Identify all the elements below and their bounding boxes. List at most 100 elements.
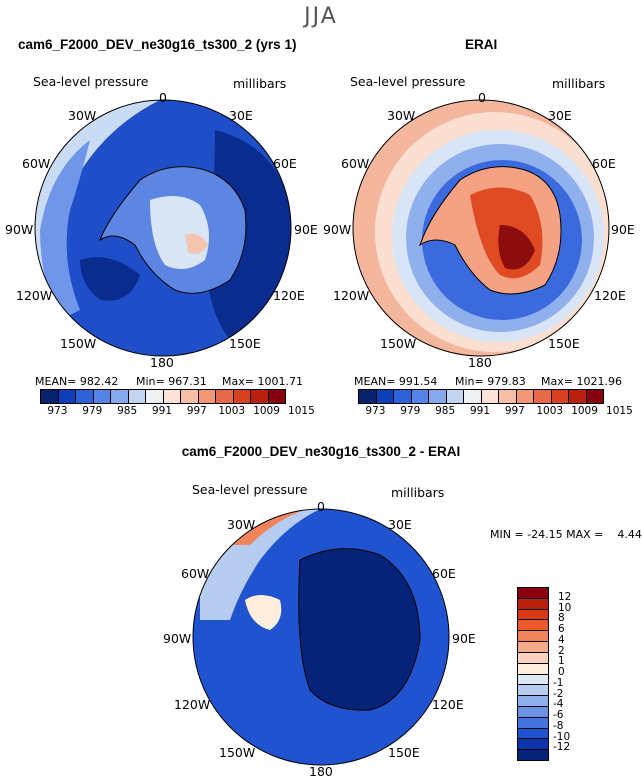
diff-colorbar-swatch	[518, 641, 548, 652]
model-mid-band	[40, 140, 90, 320]
obs-colorbar-swatch	[550, 390, 568, 403]
obs-panel-title: ERAI	[465, 37, 498, 52]
model-colorbar-label: 991	[151, 405, 173, 417]
diff-colorbar-label: -1	[553, 676, 564, 689]
diff-colorbar-swatch	[518, 684, 548, 696]
model-colorbar-swatch	[57, 390, 75, 403]
diff-variable-label: Sea-level pressure	[192, 482, 308, 497]
diff-colorbar-swatch	[518, 738, 548, 750]
diff-lon-150w: 150W	[219, 745, 256, 760]
obs-colorbar-swatch	[480, 390, 498, 403]
model-colorbar-swatch	[232, 390, 250, 403]
diff-colorbar-label: 6	[558, 623, 565, 635]
model-colorbar-label: 997	[186, 405, 207, 417]
obs-colorbar-swatch	[445, 390, 463, 403]
diff-map-border	[192, 508, 450, 766]
model-colorbar-label: 985	[117, 405, 138, 417]
model-colorbar-label: 973	[47, 405, 68, 417]
model-lon-150e: 150E	[229, 336, 261, 351]
obs-lon-120e: 120E	[594, 288, 626, 303]
diff-deep-low	[298, 548, 420, 711]
obs-colorbar-swatch	[463, 390, 481, 403]
diff-colorbar-labels: 12 10 8 6 4 2 1 0 -1 -2 -4 -6 -8 -10 -12	[553, 587, 593, 759]
diff-colorbar-label: -12	[553, 741, 571, 754]
model-colorbar-swatch	[215, 390, 233, 403]
obs-colorbar-swatch	[410, 390, 428, 403]
model-min: Min= 967.31	[136, 375, 207, 388]
obs-colorbar-label: 1009	[571, 405, 598, 417]
diff-colorbar-swatch	[518, 662, 548, 674]
diff-colorbar-swatch	[518, 588, 548, 598]
model-colorbar-label: 979	[82, 405, 103, 417]
diff-colorbar-swatch	[518, 673, 548, 685]
obs-lon-150e: 150E	[548, 336, 580, 351]
diff-colorbar-swatch	[518, 727, 548, 739]
obs-colorbar-swatch	[568, 390, 586, 403]
diff-lon-180: 180	[309, 764, 333, 779]
model-deep-low-west	[80, 257, 140, 301]
obs-lon-150w: 150W	[380, 336, 417, 351]
season-title: JJA	[304, 4, 338, 29]
diff-colorbar-label: 2	[558, 644, 565, 657]
obs-colorbar-swatch	[428, 390, 446, 403]
model-lon-120e: 120E	[273, 288, 305, 303]
obs-units-label: millibars	[552, 76, 606, 91]
obs-colorbar-swatch	[498, 390, 516, 403]
diff-colorbar-label: -2	[553, 687, 564, 700]
obs-coastline	[419, 166, 562, 295]
obs-continent-max	[498, 225, 535, 270]
diff-lon-60e: 60E	[432, 566, 456, 581]
diff-panel-title: cam6_F2000_DEV_ne30g16_ts300_2 - ERAI	[181, 444, 461, 459]
model-outer-band	[35, 100, 160, 300]
obs-colorbar-swatch	[533, 390, 551, 403]
diff-colorbar-swatch	[518, 716, 548, 728]
model-mean: MEAN= 982.42	[35, 375, 119, 388]
diff-colorbar-swatch	[518, 705, 548, 717]
obs-map-border	[352, 99, 610, 357]
model-lon-60w: 60W	[22, 156, 51, 171]
diff-colorbar-swatch	[518, 630, 548, 642]
obs-colorbar-swatch	[515, 390, 533, 403]
obs-lon-90w: 90W	[323, 222, 352, 237]
diff-colorbar-label: 8	[558, 612, 565, 625]
diff-colorbar-label: 10	[558, 601, 572, 614]
diff-colorbar-label: 1	[558, 655, 565, 668]
obs-lon-60e: 60E	[592, 156, 616, 171]
model-coastline	[98, 166, 247, 294]
obs-colorbar-label: 1015	[606, 405, 633, 417]
obs-colorbar-label: 979	[400, 405, 421, 417]
obs-max: Max= 1021.96	[541, 375, 622, 388]
diff-lon-90w: 90W	[163, 631, 192, 646]
diff-colorbar-label: -4	[553, 698, 564, 711]
obs-lon-30e: 30E	[548, 108, 572, 123]
diff-colorbar-label: -6	[553, 709, 564, 721]
model-colorbar-swatch	[110, 390, 128, 403]
obs-lon-180: 180	[468, 355, 492, 370]
model-lon-60e: 60E	[273, 156, 297, 171]
model-continent-max	[185, 233, 208, 254]
diff-colorbar-swatch	[518, 695, 548, 706]
model-colorbar-swatch	[267, 390, 285, 403]
obs-colorbar-label: 973	[365, 405, 386, 417]
obs-lon-90e: 90E	[611, 222, 635, 237]
model-colorbar-swatch	[162, 390, 180, 403]
obs-colorbar-label: 997	[504, 405, 525, 417]
model-lon-0: 0	[159, 90, 167, 105]
obs-min: Min= 979.83	[455, 375, 526, 388]
obs-lon-30w: 30W	[387, 108, 416, 123]
diff-minmax: MIN = -24.15 MAX = 4.44	[490, 528, 642, 541]
diff-lon-150e: 150E	[388, 745, 420, 760]
obs-colorbar-label: 991	[469, 405, 491, 417]
model-colorbar-label: 1009	[253, 405, 280, 417]
model-colorbar	[40, 389, 286, 404]
model-colorbar-swatch	[250, 390, 268, 403]
diff-lon-60w: 60W	[181, 566, 210, 581]
diff-peninsula	[245, 595, 282, 630]
model-colorbar-label: 1015	[288, 405, 315, 417]
obs-colorbar-swatch	[375, 390, 393, 403]
model-lon-120w: 120W	[16, 288, 53, 303]
diff-colorbar-swatch	[518, 597, 548, 609]
